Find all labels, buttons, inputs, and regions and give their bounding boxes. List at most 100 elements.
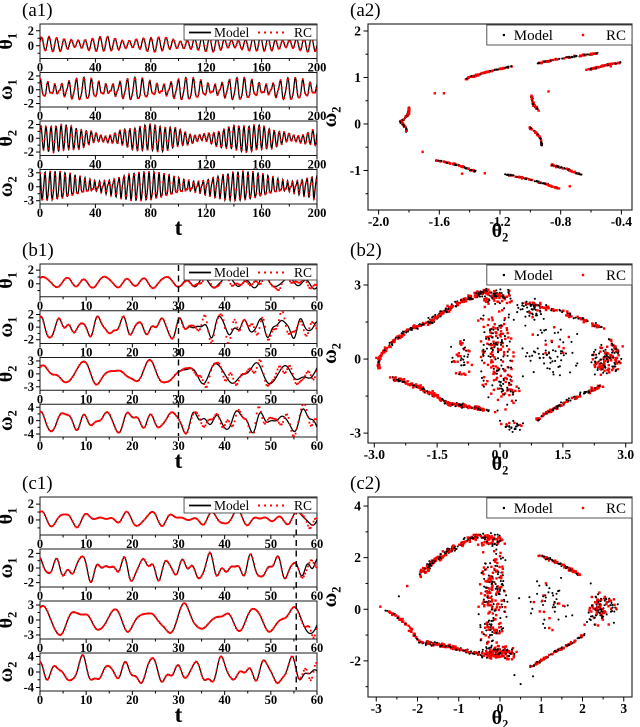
y-axis-ticks [36, 172, 40, 202]
y-tick-label: 2 [354, 550, 361, 565]
y-axis-ticks [36, 655, 40, 689]
x-tick-label: 0 [37, 109, 43, 123]
x-tick-label: 30 [172, 537, 185, 551]
y-tick-label: 2 [28, 263, 34, 277]
x-tick-label: 40 [218, 346, 231, 360]
x-tick-label: 80 [145, 158, 158, 172]
legend-box [183, 497, 318, 514]
x-tick-label: 50 [265, 392, 278, 406]
y-axis-ticks [36, 75, 40, 105]
x-axis-title: t [175, 702, 183, 727]
y-tick-label: 3 [354, 277, 361, 292]
panel-label: (c2) [350, 473, 381, 494]
x-tick-label: 30 [172, 439, 185, 453]
legend-model-label: Model [214, 25, 249, 40]
y-axis-title: ω2 [319, 107, 344, 128]
y-axis-ticks [36, 30, 40, 54]
y-tick-label: 4 [354, 499, 361, 514]
rc-dots [40, 551, 317, 583]
panel-label: (a2) [350, 0, 381, 21]
x-tick-label: 20 [126, 589, 139, 603]
y-axis-ticks [36, 604, 40, 636]
legend-rc-label: RC [606, 28, 626, 44]
x-tick-label: -1 [453, 701, 464, 716]
x-tick-label: 0 [37, 693, 43, 707]
y-tick-label: 0 [28, 561, 34, 575]
y-axis-title: ω1 [0, 317, 20, 338]
x-tick-label: 10 [80, 439, 93, 453]
legend-rc-label: RC [606, 268, 626, 284]
panel-label: (b2) [350, 240, 382, 261]
x-tick-label: 0 [37, 537, 43, 551]
legend-rc-dot-sample [270, 504, 273, 507]
x-tick-label: -2.0 [368, 214, 390, 229]
y-tick-label: 4 [28, 649, 35, 663]
y-tick-label: 0 [354, 116, 361, 131]
x-tick-label: 10 [80, 693, 93, 707]
y-tick-label: -2 [24, 145, 34, 159]
legend-model-label: Model [214, 498, 249, 513]
y-axis-ticks [363, 505, 368, 688]
y-tick-label: 0 [28, 414, 34, 428]
panel-c1-timeseries: (c1)010203040506002θ10102030405060-202ω1… [0, 473, 324, 727]
x-axis-ticks [39, 437, 318, 441]
panel-b1-timeseries: (b1)010203040506002θ10102030405060-202ω1… [0, 240, 324, 473]
legend: Model RC [183, 264, 318, 281]
x-tick-label: 50 [265, 299, 278, 313]
y-axis-ticks [363, 30, 368, 195]
x-tick-label: 50 [265, 589, 278, 603]
x-axis-ticks [378, 210, 622, 215]
legend-rc-dot-sample [581, 33, 585, 37]
x-tick-label: 40 [218, 299, 231, 313]
x-tick-label: -0.4 [611, 214, 633, 229]
rc-dots [40, 359, 317, 388]
x-tick-label: 1.5 [554, 447, 571, 462]
rc-dots [40, 35, 317, 53]
y-tick-label: -2 [24, 97, 34, 111]
x-tick-label: 20 [126, 641, 139, 655]
x-tick-label: 40 [89, 158, 102, 172]
x-tick-label: 200 [308, 61, 327, 75]
scatter-points [375, 287, 624, 433]
x-tick-label: 60 [311, 439, 324, 453]
y-axis-title: ω2 [0, 410, 20, 431]
x-tick-label: 60 [311, 537, 324, 551]
legend: Model RC [183, 24, 318, 41]
y-tick-label: 2 [28, 24, 34, 38]
x-tick-label: 0 [37, 589, 43, 603]
panel-a1-timeseries: (a1)0408012016020002θ104080120160200-202… [0, 0, 326, 240]
y-axis-title: θ1 [0, 33, 20, 50]
x-tick-label: 80 [145, 109, 158, 123]
legend-rc-dot-sample [258, 31, 261, 34]
x-tick-label: 10 [80, 299, 93, 313]
y-axis-title: ω2 [0, 176, 20, 197]
panel-b2-phase-scatter: (b2) -3.0 -1.5 0.0 1.5 3.0 -3 0 3 ω2 θ2 Model RC [319, 240, 640, 478]
y-tick-label: 0 [28, 320, 34, 334]
y-tick-label: 2 [28, 308, 34, 322]
y-tick-label: -4 [24, 681, 35, 695]
x-tick-label: 0 [37, 206, 43, 220]
y-axis-ticks [36, 360, 40, 388]
x-tick-label: 30 [172, 641, 185, 655]
x-tick-label: 20 [126, 392, 139, 406]
x-tick-label: 3.0 [617, 447, 634, 462]
x-axis-ticks [373, 443, 627, 448]
x-tick-label: 20 [126, 439, 139, 453]
legend-box [486, 24, 633, 46]
legend-box [183, 264, 318, 281]
x-axis-ticks [375, 697, 625, 702]
x-tick-label: 0 [37, 439, 43, 453]
x-tick-label: 120 [197, 158, 216, 172]
x-axis-title: t [175, 215, 183, 240]
x-tick-label: 40 [218, 693, 231, 707]
x-tick-label: 20 [126, 346, 139, 360]
legend-rc-dot-sample [270, 271, 273, 274]
y-axis-ticks [36, 406, 40, 435]
x-axis-ticks [39, 587, 318, 591]
y-axis-ticks [36, 269, 40, 292]
x-tick-label: 160 [252, 206, 271, 220]
x-axis-title: t [175, 448, 183, 473]
